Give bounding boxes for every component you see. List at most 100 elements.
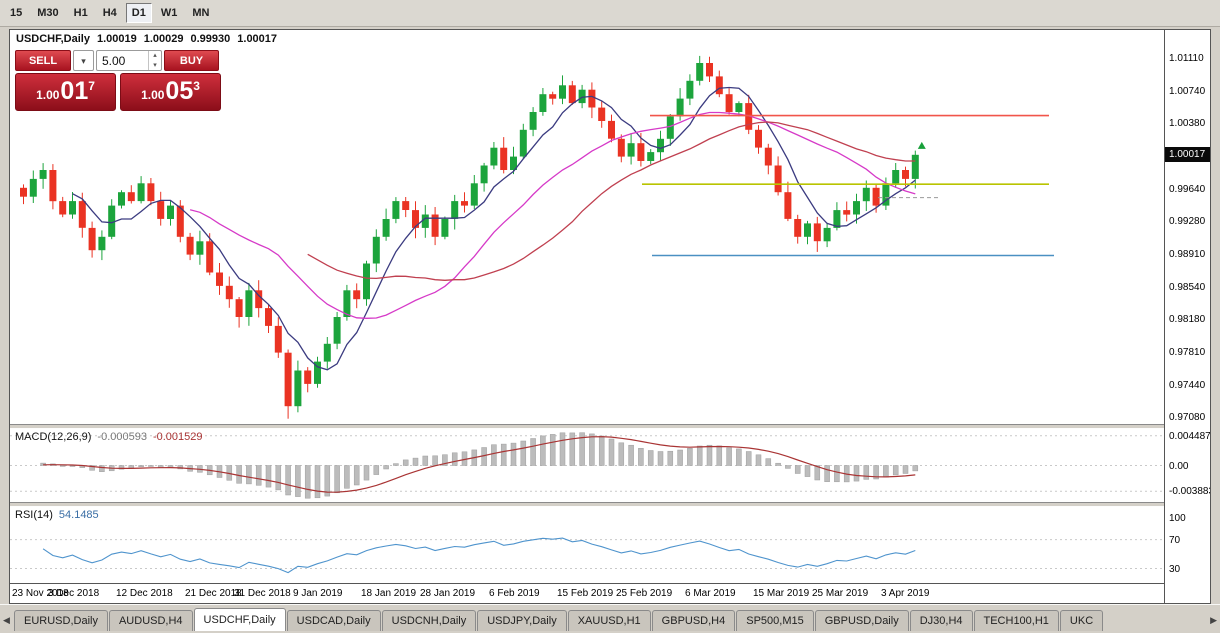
macd-chart[interactable] [10, 429, 1164, 502]
sell-price-display[interactable]: 1.00 01 7 [15, 73, 116, 111]
time-axis-label: 23 Nov 2018 [12, 588, 69, 599]
tab-tech100-h1[interactable]: TECH100,H1 [973, 610, 1059, 631]
timeframe-button-mn[interactable]: MN [186, 3, 215, 23]
time-axis-label: 15 Feb 2019 [557, 588, 614, 599]
timeframe-button-h1[interactable]: H1 [68, 3, 94, 23]
buy-price-display[interactable]: 1.00 05 3 [120, 73, 221, 111]
pane-splitter[interactable] [10, 424, 1210, 429]
tab-gbpusd-h4[interactable]: GBPUSD,H4 [651, 610, 736, 631]
tab-audusd-h4[interactable]: AUDUSD,H4 [108, 610, 193, 631]
tab-dj30-h4[interactable]: DJ30,H4 [909, 610, 973, 631]
tab-gbpusd-daily[interactable]: GBPUSD,Daily [814, 610, 909, 631]
buy-button[interactable]: BUY [164, 50, 219, 71]
macd-indicator-label: MACD(12,26,9) -0.000593 -0.001529 [15, 431, 203, 443]
macd-main-value: -0.000593 [97, 431, 147, 443]
rsi-axis-label: 70 [1169, 535, 1181, 546]
rsi-indicator-label: RSI(14) 54.1485 [15, 509, 99, 521]
rsi-pane: RSI(14) 54.1485 [10, 507, 1164, 583]
chart-tab-bar: ◀ EURUSD,Daily AUDUSD,H4 USDCHF,Daily US… [0, 604, 1220, 633]
chevron-down-icon: ▾ [81, 55, 86, 66]
sell-price-big-digits: 01 [60, 77, 89, 105]
high-value: 1.00029 [143, 33, 184, 45]
rsi-axis-label: 30 [1169, 564, 1181, 575]
timeframe-toolbar: 15 M30 H1 H4 D1 W1 MN [0, 0, 1220, 27]
timeframe-button-d1[interactable]: D1 [125, 3, 152, 23]
tab-label: USDCNH,Daily [391, 615, 467, 627]
price-axis-label: 0.99280 [1169, 216, 1206, 227]
price-axis-label: 0.99640 [1169, 184, 1206, 195]
tab-ukc[interactable]: UKC [1059, 610, 1104, 631]
timeframe-button-h4[interactable]: H4 [97, 3, 123, 23]
spinner-down-icon[interactable]: ▾ [153, 61, 157, 69]
current-price-tag: 1.00017 [1165, 147, 1210, 162]
sell-price-prefix: 1.00 [36, 88, 60, 102]
sell-price-pip-digit: 7 [88, 79, 95, 93]
timeframe-button-m30[interactable]: M30 [31, 3, 64, 23]
tab-xauusd-h1[interactable]: XAUUSD,H1 [567, 610, 651, 631]
pane-splitter[interactable] [10, 502, 1210, 507]
time-axis-label: 31 Dec 2018 [234, 588, 291, 599]
trade-panel-controls: SELL ▾ ▴ ▾ BUY [15, 50, 221, 71]
rsi-chart[interactable] [10, 507, 1164, 583]
trade-panel-prices: 1.00 01 7 1.00 05 3 [15, 73, 221, 111]
tab-usdjpy-daily[interactable]: USDJPY,Daily [477, 610, 567, 631]
time-axis-label: 3 Dec 2018 [48, 588, 100, 599]
timeframe-button-m15[interactable]: 15 [4, 3, 28, 23]
timeframe-button-w1[interactable]: W1 [155, 3, 184, 23]
price-axis-label: 1.01110 [1169, 53, 1204, 64]
spinner-up-icon[interactable]: ▴ [153, 52, 157, 59]
time-axis-label: 3 Apr 2019 [881, 588, 930, 599]
price-axis-label: 0.97080 [1169, 412, 1206, 423]
chart-window: USDCHF,Daily 1.00019 1.00029 0.99930 1.0… [9, 29, 1211, 604]
tab-eurusd-daily[interactable]: EURUSD,Daily [14, 610, 108, 631]
time-axis-label: 12 Dec 2018 [116, 588, 173, 599]
price-axis-label: 0.98180 [1169, 314, 1206, 325]
time-axis-label: 15 Mar 2019 [753, 588, 810, 599]
tab-label: EURUSD,Daily [24, 615, 98, 627]
price-axis-label: 0.97440 [1169, 380, 1206, 391]
trade-options-dropdown[interactable]: ▾ [73, 50, 94, 71]
time-axis-label: 28 Jan 2019 [420, 588, 476, 599]
price-axis[interactable]: 1.01110 1.00740 1.00380 0.99640 0.99280 … [1164, 30, 1210, 603]
rsi-label-name: RSI(14) [15, 509, 53, 521]
tab-scroll-left-icon[interactable]: ◀ [3, 615, 10, 625]
tab-label: USDCHF,Daily [203, 614, 276, 626]
tab-usdchf-daily[interactable]: USDCHF,Daily [193, 608, 286, 631]
tab-label: GBPUSD,H4 [661, 615, 726, 627]
close-value: 1.00017 [237, 33, 278, 45]
volume-input[interactable] [97, 51, 148, 70]
candlestick-chart[interactable] [10, 30, 1164, 424]
time-axis-label: 25 Feb 2019 [616, 588, 673, 599]
tab-label: DJ30,H4 [919, 615, 963, 627]
volume-spinbox[interactable]: ▴ ▾ [96, 50, 162, 71]
macd-signal-value: -0.001529 [152, 431, 203, 443]
tab-scroll-right-icon[interactable]: ▶ [1210, 615, 1217, 625]
tab-label: UKC [1069, 615, 1094, 627]
buy-price-big-digits: 05 [165, 77, 194, 105]
buy-price-pip-digit: 3 [193, 79, 200, 93]
time-axis-label: 25 Mar 2019 [812, 588, 869, 599]
macd-axis-label: -0.003883 [1169, 486, 1211, 497]
tab-usdcnh-daily[interactable]: USDCNH,Daily [381, 610, 477, 631]
tab-label: XAUUSD,H1 [577, 615, 641, 627]
low-value: 0.99930 [190, 33, 231, 45]
time-axis-label: 18 Jan 2019 [361, 588, 417, 599]
price-axis-label: 1.00740 [1169, 86, 1206, 97]
volume-spinner: ▴ ▾ [148, 51, 161, 70]
tab-label: USDJPY,Daily [487, 615, 557, 627]
price-axis-label: 1.00380 [1169, 118, 1206, 129]
sell-button[interactable]: SELL [15, 50, 71, 71]
macd-axis-label: 0.00 [1169, 461, 1189, 472]
time-axis[interactable]: 23 Nov 2018 3 Dec 2018 12 Dec 2018 21 De… [10, 583, 1164, 603]
price-axis-label: 0.98540 [1169, 282, 1206, 293]
tab-label: GBPUSD,Daily [824, 615, 899, 627]
tab-label: USDCAD,Daily [296, 615, 371, 627]
tab-sp500-m15[interactable]: SP500,M15 [736, 610, 814, 631]
time-axis-label: 9 Jan 2019 [293, 588, 343, 599]
tab-usdcad-daily[interactable]: USDCAD,Daily [286, 610, 381, 631]
price-axis-label: 0.97810 [1169, 347, 1206, 358]
rsi-value: 54.1485 [58, 509, 99, 521]
macd-pane: MACD(12,26,9) -0.000593 -0.001529 [10, 429, 1164, 502]
buy-price-prefix: 1.00 [141, 88, 165, 102]
